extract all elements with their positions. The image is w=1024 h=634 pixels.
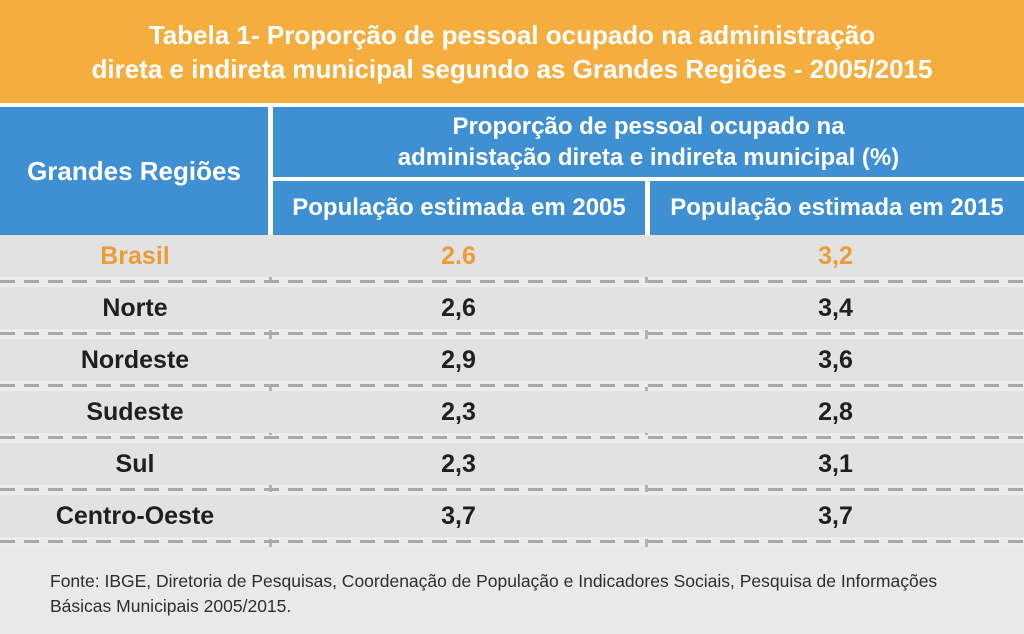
- header-span-line1: Proporção de pessoal ocupado na: [452, 113, 845, 140]
- value-2005-cell: 2,3: [441, 449, 476, 478]
- region-cell: Brasil: [100, 241, 170, 270]
- table-row-sudeste: Sudeste 2,3 2,8: [0, 391, 1024, 443]
- region-cell: Nordeste: [80, 345, 190, 374]
- table-title-line1: Tabela 1- Proporção de pessoal ocupado n…: [148, 19, 876, 50]
- value-2005-cell: 2,3: [441, 397, 476, 426]
- value-2015-cell: 2,8: [818, 397, 853, 426]
- header-cell-populacao-2005: População estimada em 2005: [292, 194, 626, 221]
- title-header-divider: [0, 103, 1024, 107]
- value-2015-cell: 3,1: [818, 449, 853, 478]
- table-title-line2: direta e indireta municipal segundo as G…: [91, 53, 933, 84]
- value-2005-cell: 2,9: [441, 345, 476, 374]
- value-2015-cell: 3,6: [818, 345, 853, 374]
- table-row-centro-oeste: Centro-Oeste 3,7 3,7: [0, 495, 1024, 547]
- table-header: Grandes Regiões Proporção de pessoal ocu…: [0, 107, 1024, 235]
- value-2015-cell: 3,7: [818, 501, 853, 530]
- source-note: Fonte: IBGE, Diretoria de Pesquisas, Coo…: [0, 547, 1024, 619]
- value-2005-cell: 2,6: [441, 293, 476, 322]
- title-band: Tabela 1- Proporção de pessoal ocupado n…: [0, 0, 1024, 103]
- header-span-line2: administação direta e indireta municipal…: [397, 144, 900, 171]
- table-row-brasil: Brasil 2.6 3,2: [0, 235, 1024, 287]
- header-sub-row: População estimada em 2005 População est…: [273, 181, 1024, 235]
- table-row-nordeste: Nordeste 2,9 3,6: [0, 339, 1024, 391]
- table-row-sul: Sul 2,3 3,1: [0, 443, 1024, 495]
- region-cell: Sudeste: [86, 397, 184, 426]
- value-2015-cell: 3,4: [818, 293, 853, 322]
- header-cell-grandes-regioes: Grandes Regiões: [27, 155, 241, 186]
- table-row-norte: Norte 2,6 3,4: [0, 287, 1024, 339]
- header-horizontal-divider: [273, 177, 1024, 181]
- value-2005-cell: 3,7: [441, 501, 476, 530]
- source-line1: Fonte: IBGE, Diretoria de Pesquisas, Coo…: [50, 571, 938, 591]
- region-cell: Norte: [102, 293, 168, 322]
- header-sub-vertical-divider: [645, 181, 650, 235]
- source-line2: Básicas Municipais 2005/2015.: [50, 596, 292, 616]
- header-right-group: Proporção de pessoal ocupado na administ…: [273, 107, 1024, 235]
- header-cell-populacao-2015: População estimada em 2015: [670, 194, 1004, 221]
- value-2015-cell: 3,2: [818, 241, 853, 270]
- table-body: Brasil 2.6 3,2 Norte 2,6 3,4 Nordeste 2,…: [0, 235, 1024, 547]
- value-2005-cell: 2.6: [441, 241, 476, 270]
- region-cell: Sul: [115, 449, 155, 478]
- header-vertical-divider: [268, 107, 273, 235]
- region-cell: Centro-Oeste: [55, 501, 215, 530]
- header-span-cell: Proporção de pessoal ocupado na administ…: [273, 107, 1024, 177]
